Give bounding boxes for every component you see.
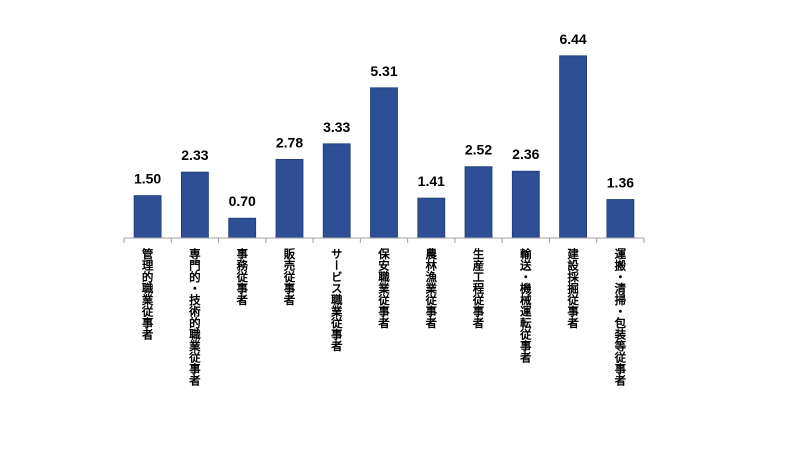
- bar-3: [275, 158, 304, 239]
- category-label-7: 生産工程従事者: [472, 247, 486, 329]
- bar-10: [606, 199, 635, 239]
- value-label-3: 2.78: [276, 134, 303, 150]
- bar-8: [511, 170, 540, 239]
- bar-7: [464, 166, 493, 239]
- value-label-4: 3.33: [323, 119, 350, 135]
- category-label-2: 事務従事者: [235, 247, 249, 306]
- bar-4: [322, 143, 351, 239]
- category-label-6: 農林漁業従事者: [424, 247, 438, 329]
- bar-1: [180, 171, 209, 239]
- x-axis: [123, 237, 645, 243]
- category-label-0: 管理的職業従事者: [141, 247, 155, 341]
- bars-group: [133, 55, 635, 239]
- value-label-9: 6.44: [559, 31, 586, 47]
- value-label-0: 1.50: [134, 171, 161, 187]
- bar-9: [559, 55, 587, 239]
- value-label-5: 5.31: [370, 63, 397, 79]
- value-label-8: 2.36: [512, 146, 539, 162]
- category-labels-group: 管理的職業従事者 専門的・技術的職業従事者 事務従事者 販売従事者 サービス職業従事者 保…: [141, 247, 628, 387]
- value-label-7: 2.52: [465, 142, 492, 158]
- category-label-1: 専門的・技術的職業従事者: [188, 247, 202, 387]
- value-label-2: 0.70: [229, 193, 256, 209]
- bar-0: [133, 195, 162, 239]
- bar-2: [228, 217, 257, 239]
- category-label-10: 運搬・清掃・包装等従事者: [613, 248, 627, 387]
- bar-6: [417, 197, 446, 239]
- value-labels-group: 1.50 2.33 0.70 2.78 3.33 5.31 1.41 2.52 2.36 6.44…: [134, 31, 634, 209]
- value-label-1: 2.33: [181, 147, 208, 163]
- category-label-5: 保安職業従事者: [377, 247, 391, 329]
- category-label-3: 販売従事者: [283, 247, 297, 306]
- bar-5: [370, 87, 398, 239]
- category-label-4: サービス職業従事者: [330, 248, 344, 352]
- value-label-10: 1.36: [607, 175, 634, 191]
- category-label-9: 建設採掘従事者: [566, 247, 580, 329]
- value-label-6: 1.41: [418, 173, 445, 189]
- category-label-8: 輸送・機械運転従事者: [519, 247, 533, 364]
